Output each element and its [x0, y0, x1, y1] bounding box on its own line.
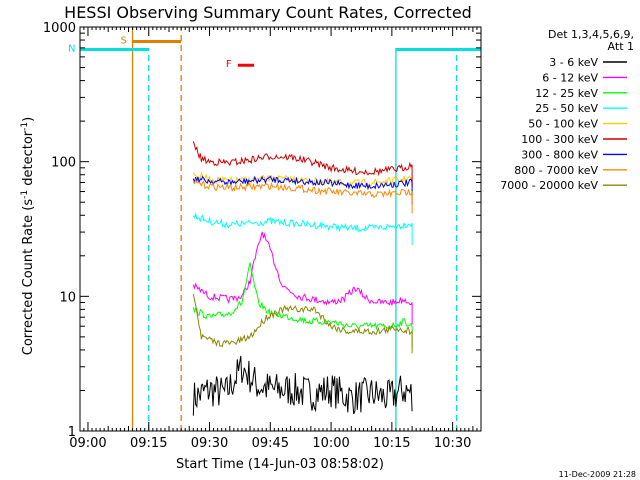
y-axis-label-end: ) — [21, 117, 36, 122]
chart-title: HESSI Observing Summary Count Rates, Cor… — [64, 3, 472, 22]
x-tick-label: 09:00 — [69, 436, 106, 451]
series-line-0 — [192, 355, 413, 416]
interval-label-F: F — [226, 59, 232, 70]
legend-label-4: 50 - 100 keV — [528, 118, 598, 131]
series-line-1 — [192, 231, 413, 325]
series-line-6 — [192, 175, 413, 205]
x-tick-label: 09:15 — [130, 436, 167, 451]
legend-header-0: Det 1,3,4,5,6,9, — [548, 28, 634, 41]
y-tick-label: 1000 — [43, 21, 76, 36]
series-line-5 — [192, 141, 413, 187]
y-axis-label-mid: detector — [21, 130, 36, 190]
x-tick-label: 09:30 — [191, 436, 228, 451]
x-tick-label: 10:15 — [373, 436, 410, 451]
y-axis-label-exp2: -1 — [20, 122, 30, 131]
plot-frame — [79, 26, 482, 432]
x-axis-ticks: 09:00 09:15 09:30 09:45 10:00 10:15 10:30 — [69, 27, 482, 451]
x-axis-label: Start Time (14-Jun-03 08:58:02) — [176, 457, 384, 472]
y-tick-label: 1 — [68, 425, 76, 440]
interval-bars: S N F — [68, 36, 481, 70]
x-tick-label: 10:00 — [312, 436, 349, 451]
legend-label-6: 300 - 800 keV — [521, 148, 598, 161]
series-line-2 — [192, 262, 413, 349]
series-line-7 — [192, 177, 413, 214]
series-line-3 — [192, 211, 413, 246]
footer-timestamp: 11-Dec-2009 21:28 — [559, 470, 636, 479]
series-line-8 — [192, 293, 413, 354]
series-lines — [192, 141, 413, 416]
marker-lines — [131, 27, 458, 431]
legend-label-2: 12 - 25 keV — [535, 87, 598, 100]
legend-label-8: 7000 - 20000 keV — [500, 179, 598, 192]
y-axis-label-exp1: -1 — [20, 190, 30, 199]
x-tick-label: 10:30 — [434, 436, 471, 451]
x-tick-label: 09:45 — [252, 436, 289, 451]
interval-label-N: N — [68, 44, 75, 55]
y-axis-label: Corrected Count Rate (s-1 detector-1) — [20, 117, 36, 355]
y-tick-label: 100 — [51, 156, 76, 171]
y-axis-label-main: Corrected Count Rate (s — [21, 199, 36, 356]
legend-label-3: 25 - 50 keV — [535, 102, 598, 115]
legend-header-1: Att 1 — [608, 40, 634, 53]
legend-label-0: 3 - 6 keV — [549, 56, 598, 69]
legend-label-7: 800 - 7000 keV — [514, 164, 598, 177]
y-tick-label: 10 — [59, 290, 76, 305]
legend: Det 1,3,4,5,6,9,Att 1 3 - 6 keV 6 - 12 keV… — [500, 28, 634, 192]
legend-label-1: 6 - 12 keV — [542, 71, 598, 84]
y-axis-ticks: 1 10 100 1000 — [43, 21, 481, 440]
interval-label-S: S — [121, 36, 127, 47]
legend-label-5: 100 - 300 keV — [521, 133, 598, 146]
